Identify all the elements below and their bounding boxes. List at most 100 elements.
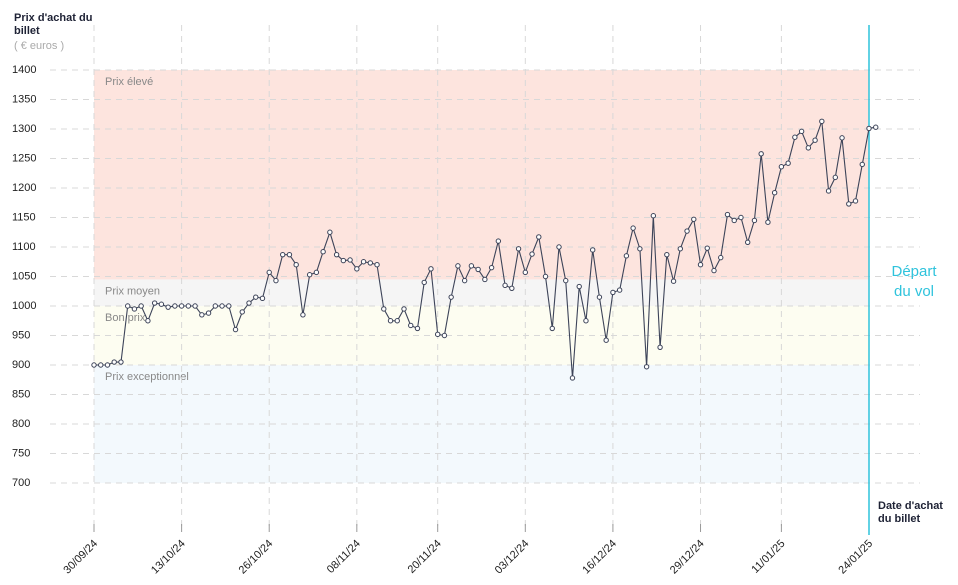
price-point: [563, 277, 569, 284]
price-point: [428, 266, 434, 272]
price-point: [354, 266, 360, 272]
price-point: [253, 294, 259, 300]
price-point: [785, 160, 791, 166]
price-point: [306, 272, 313, 278]
price-point: [118, 359, 124, 365]
x-tick-label: 13/10/24: [149, 538, 188, 577]
price-point: [670, 278, 677, 284]
price-point: [677, 246, 684, 252]
price-point: [347, 257, 353, 263]
price-point: [610, 289, 616, 296]
price-point: [589, 247, 596, 253]
price-point: [387, 318, 394, 324]
x-tick-label: 26/10/24: [237, 538, 276, 577]
price-point: [151, 300, 158, 306]
price-point: [859, 161, 865, 168]
x-tick-label: 20/11/24: [406, 538, 444, 576]
price-point: [522, 269, 529, 276]
price-point: [704, 245, 710, 251]
y-axis-unit: ( € euros ): [14, 40, 65, 52]
price-point: [111, 359, 117, 365]
price-point: [650, 213, 657, 219]
price-point: [333, 251, 340, 258]
price-point: [576, 283, 582, 290]
price-point: [596, 294, 603, 300]
price-point: [327, 229, 333, 235]
departure-label: Départ du vol: [891, 263, 937, 300]
price-point: [461, 277, 468, 284]
price-point: [246, 300, 252, 306]
y-tick-label: 1100: [12, 241, 36, 253]
y-tick-label: 900: [12, 359, 30, 371]
price-point: [172, 303, 178, 309]
price-point: [360, 259, 367, 265]
price-point: [468, 263, 475, 269]
price-point: [374, 262, 380, 268]
price-point: [866, 125, 872, 132]
price-point: [744, 239, 751, 245]
price-point: [192, 303, 198, 309]
price-point: [367, 260, 374, 266]
price-point: [643, 364, 650, 370]
price-point: [825, 188, 832, 194]
price-point: [455, 263, 461, 269]
price-point: [273, 277, 279, 284]
price-point: [724, 211, 731, 218]
price-point: [226, 303, 232, 309]
price-point: [434, 331, 441, 338]
price-point: [664, 251, 670, 258]
price-band: [94, 279, 869, 306]
price-point: [448, 294, 454, 300]
price-point: [259, 295, 266, 302]
price-point: [98, 362, 104, 368]
price-point: [798, 128, 805, 135]
y-axis-title: Prix d'achat du billet: [14, 12, 93, 37]
price-point: [320, 249, 326, 255]
price-point: [488, 264, 495, 271]
price-point: [313, 269, 320, 276]
price-point: [556, 244, 562, 250]
price-point: [293, 262, 299, 268]
band-label: Prix élevé: [105, 76, 153, 88]
price-point: [805, 145, 812, 151]
price-point: [185, 303, 192, 309]
x-axis-title: Date d'achat du billet: [878, 500, 943, 525]
price-point: [846, 201, 852, 207]
price-point: [232, 326, 239, 333]
price-point: [616, 287, 623, 293]
x-tick-label: 16/12/24: [580, 538, 619, 577]
price-point: [394, 318, 400, 324]
y-tick-label: 1400: [12, 64, 36, 76]
price-point: [502, 282, 508, 289]
price-point: [583, 318, 589, 324]
price-point: [495, 238, 502, 244]
price-point: [414, 325, 421, 332]
x-tick-label: 03/12/24: [493, 538, 532, 577]
price-point: [401, 306, 407, 312]
y-tick-label: 1200: [12, 182, 36, 194]
y-tick-label: 750: [12, 447, 30, 459]
price-point: [104, 362, 111, 368]
price-point: [637, 246, 643, 252]
price-point: [819, 118, 825, 125]
price-point: [691, 216, 697, 222]
price-point: [873, 124, 879, 130]
y-tick-label: 1050: [12, 270, 36, 282]
price-point: [657, 344, 663, 350]
price-point: [421, 279, 427, 286]
price-point: [340, 257, 347, 264]
x-tick-label: 24/01/25: [836, 538, 875, 577]
y-tick-label: 1250: [12, 152, 36, 164]
price-band: [94, 70, 869, 280]
x-tick-label: 29/12/24: [668, 538, 707, 577]
price-point: [569, 375, 576, 381]
price-point: [408, 322, 414, 329]
price-point: [239, 309, 245, 315]
y-tick-label: 950: [12, 329, 30, 341]
price-point: [549, 325, 555, 332]
price-point: [212, 303, 219, 309]
price-point: [131, 306, 138, 312]
price-point: [286, 251, 293, 258]
